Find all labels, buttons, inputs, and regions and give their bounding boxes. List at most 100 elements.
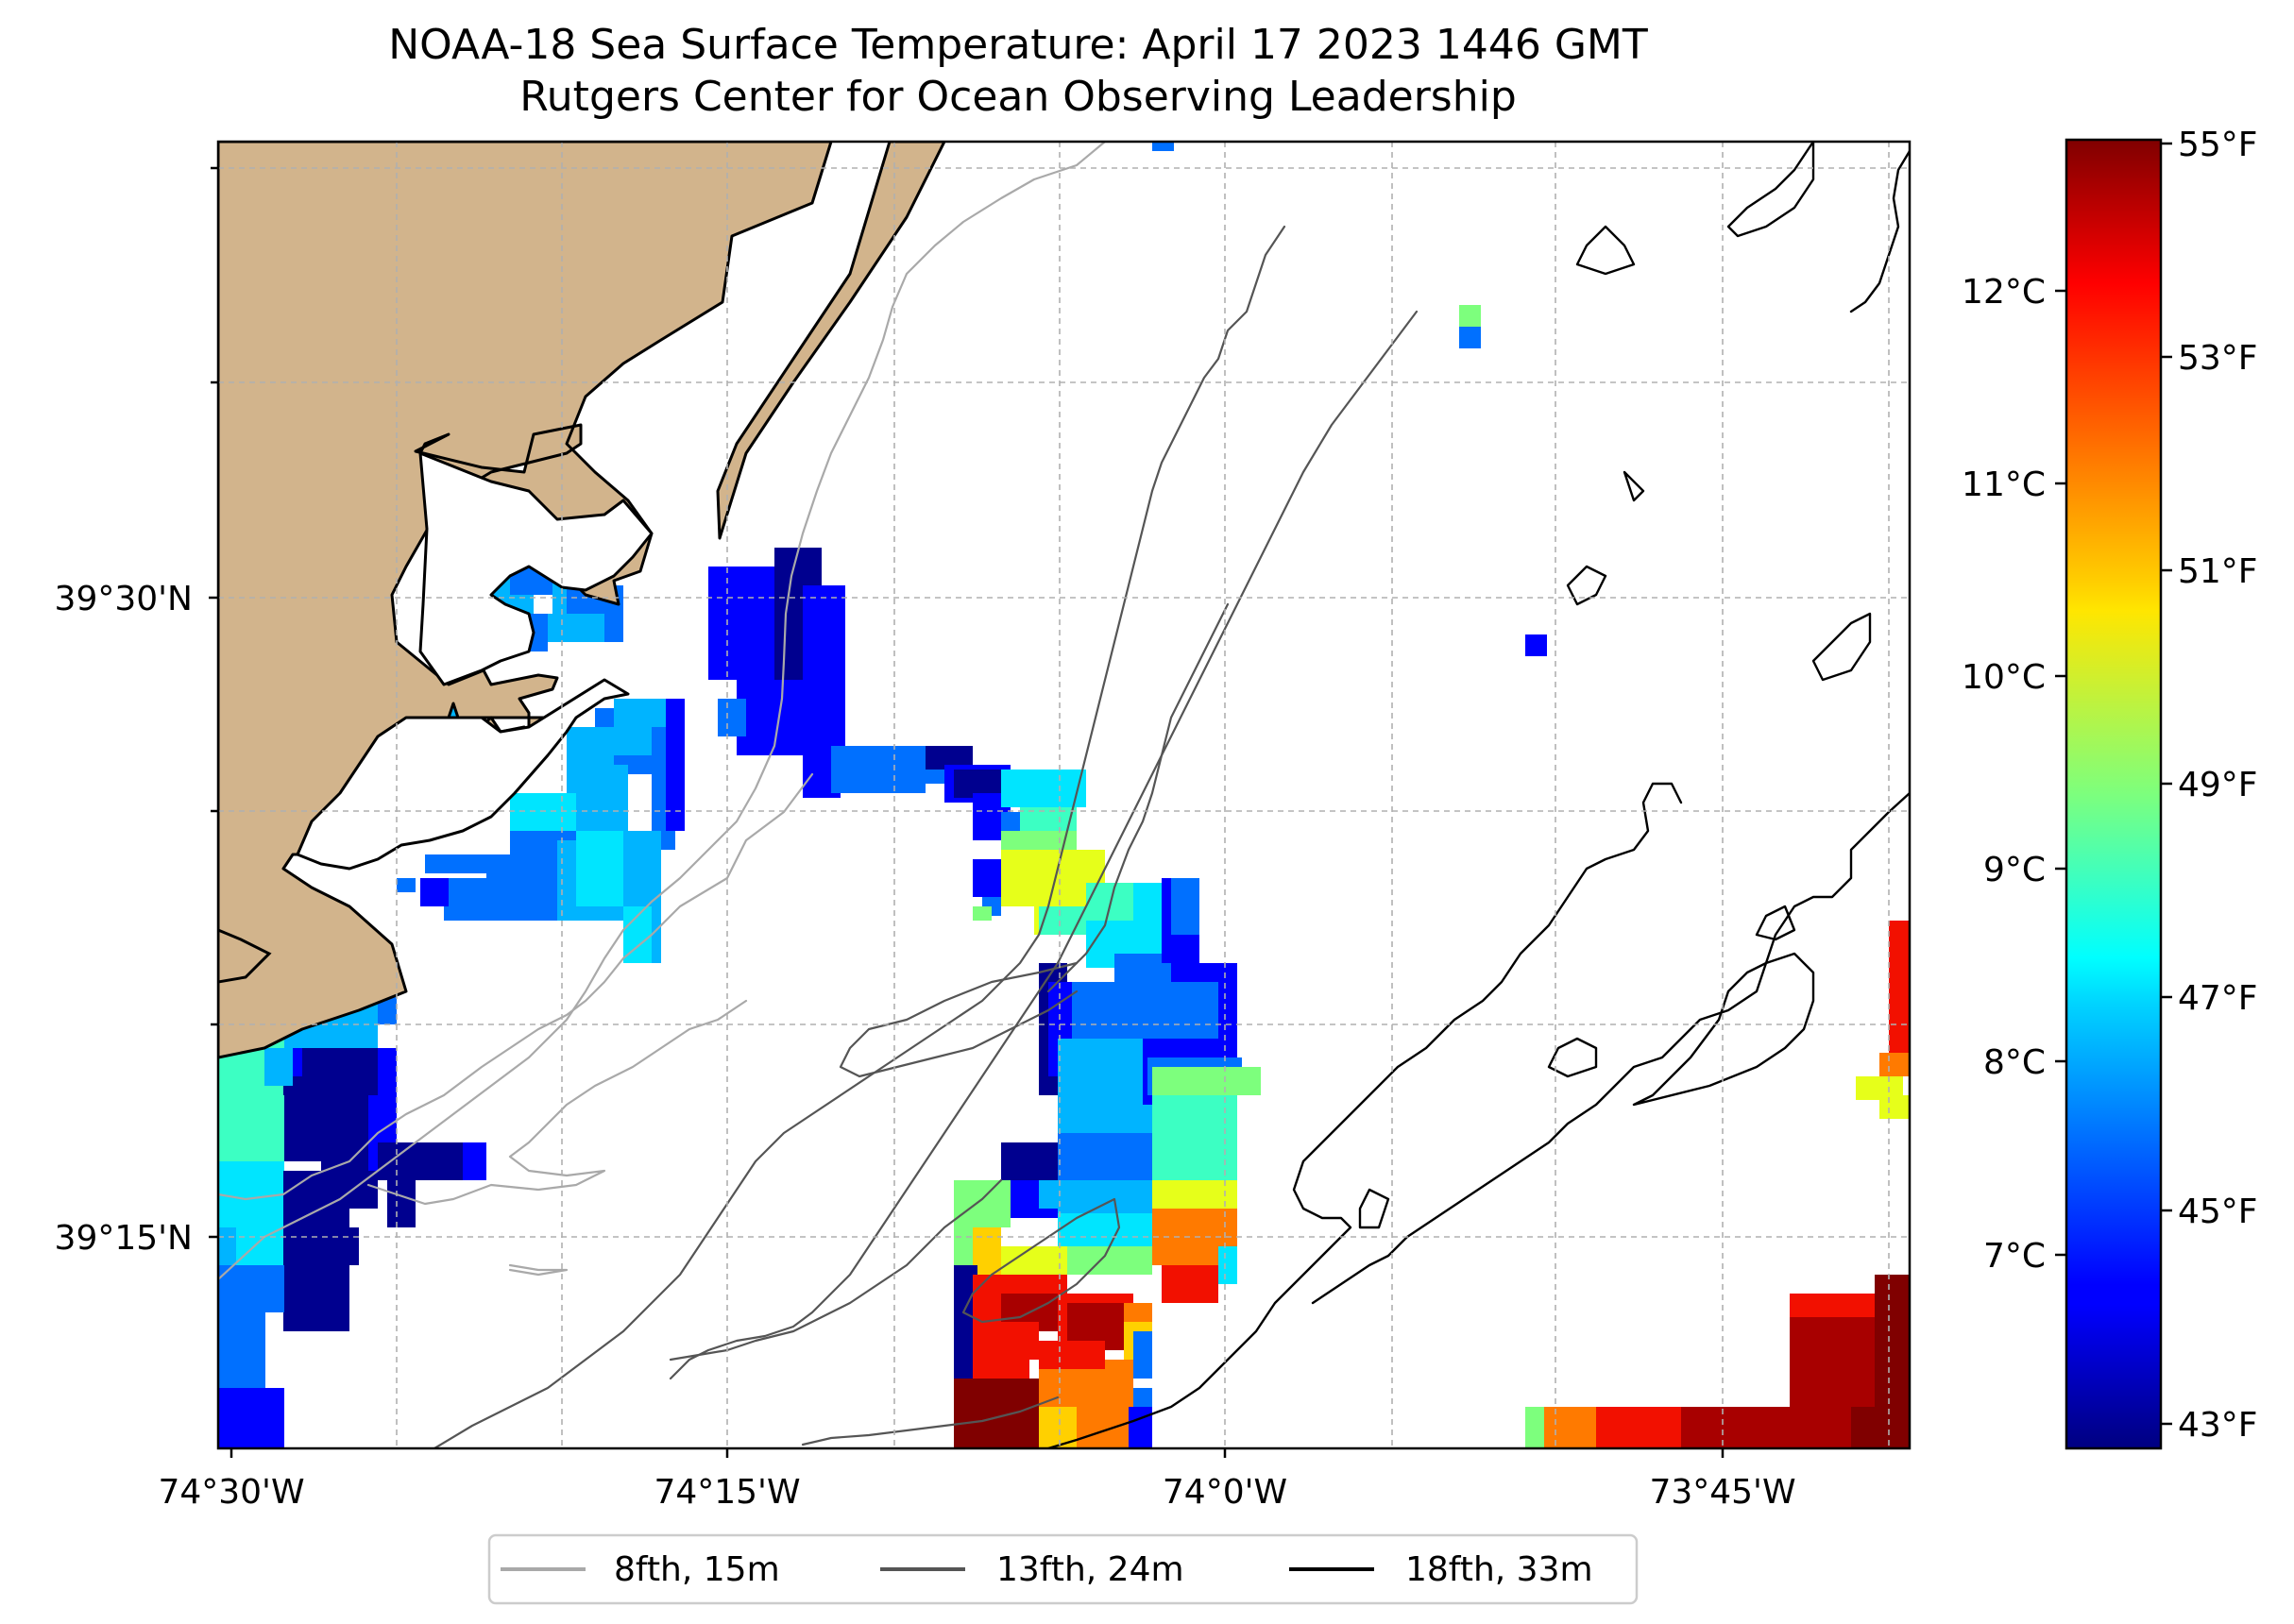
lon-label-74-0w: 74°0'W — [1163, 1473, 1287, 1512]
sst-pixel-blue — [1525, 634, 1547, 656]
sst-pixel-maroon — [954, 1379, 1039, 1448]
contour-13fth-g — [839, 961, 1079, 1078]
sst-pixel-cyan — [510, 793, 576, 831]
sst-pixel-orange — [1077, 1407, 1133, 1448]
bay-channel — [296, 678, 630, 871]
contour-18fth-j — [1623, 470, 1645, 502]
sst-pixel-blue — [708, 567, 760, 680]
sst-pixel-green — [1525, 1407, 1544, 1448]
sst-pixel-green — [1459, 305, 1481, 327]
sst-pixel-azure — [1152, 142, 1174, 151]
lat-label-39-15n: 39°15'N — [55, 1219, 193, 1258]
sst-pixel-maroon — [1875, 1360, 1910, 1407]
sst-pixel-blue — [420, 878, 449, 906]
cbar-c-11: 11°C — [1962, 465, 2046, 504]
sst-pixel-blue — [737, 680, 803, 755]
sst-pixel-blue — [218, 1388, 284, 1448]
contour-18fth-k — [1811, 612, 1872, 682]
sst-pixel-blue — [1129, 1407, 1152, 1448]
sst-pixel-sky — [264, 1048, 293, 1086]
sst-pixel-blue — [803, 585, 845, 765]
sst-pixel-sky — [1058, 1180, 1152, 1218]
cbar-c-7: 7°C — [1983, 1237, 2046, 1276]
sst-pixel-dark-red — [1766, 1407, 1851, 1448]
sst-pixel-yellow — [1152, 1180, 1237, 1209]
sst-pixel-cyan — [1001, 770, 1086, 807]
sst-pixel-blue — [973, 859, 1001, 897]
contour-18fth-d — [1575, 225, 1636, 276]
sst-pixel-red — [1162, 1265, 1218, 1303]
sst-pixel-dark-red — [1790, 1360, 1875, 1407]
map-panel — [218, 142, 1910, 1448]
legend-label-8fth: 8fth, 15m — [614, 1550, 780, 1589]
contour-18fth-e — [1726, 142, 1815, 238]
contour-13fth-f — [1046, 602, 1230, 993]
cbar-f-53: 53°F — [2178, 339, 2258, 378]
contour-18fth-b — [1311, 791, 1910, 1305]
bay-water — [418, 451, 654, 686]
contour-18fth-c — [1632, 952, 1815, 1107]
cbar-c-9: 9°C — [1983, 851, 2046, 889]
cbar-c-12: 12°C — [1962, 273, 2046, 312]
sst-pixel-green — [954, 1180, 1011, 1227]
sst-pixel-sky — [1058, 1039, 1152, 1133]
contour-13fth-d — [801, 1396, 1060, 1446]
cbar-c-10: 10°C — [1962, 658, 2046, 697]
sst-pixel-sky — [567, 727, 614, 765]
sst-pixel-orange — [1218, 1209, 1237, 1246]
cbar-f-51: 51°F — [2178, 552, 2258, 591]
contour-13fth — [433, 225, 1286, 1448]
sst-pixel-azure — [218, 1265, 284, 1312]
cbar-f-43: 43°F — [2178, 1406, 2258, 1445]
sst-pixel-azure — [1143, 982, 1218, 1010]
lat-label-39-30n: 39°30'N — [55, 580, 193, 618]
sst-pixel-azure — [1058, 1133, 1152, 1180]
cbar-f-45: 45°F — [2178, 1193, 2258, 1231]
sst-pixel-sky — [548, 614, 604, 642]
sst-pixel-green — [973, 906, 992, 921]
contour-18fth-h — [1358, 1188, 1390, 1229]
map-frame — [216, 140, 1912, 1450]
contour-13fth-c — [669, 1178, 1003, 1362]
contour-8fth-b — [218, 772, 814, 1201]
contour-18fth — [1046, 782, 1683, 1448]
sst-pixel-sky — [567, 765, 628, 831]
sst-pixel-red — [1889, 921, 1910, 949]
cbar-f-49: 49°F — [2178, 766, 2258, 804]
legend-label-13fth: 13fth, 24m — [996, 1550, 1184, 1589]
axis-ticks — [209, 166, 1725, 1458]
contour-13fth-b — [669, 310, 1419, 1380]
sst-pixel-aqua-green — [1152, 1133, 1237, 1180]
cbar-f-47: 47°F — [2178, 979, 2258, 1018]
sst-pixel-azure — [1171, 878, 1199, 935]
sst-pixel-dark-navy — [283, 1227, 359, 1265]
sst-pixel-orange — [1544, 1407, 1601, 1448]
sst-pixel-red — [1790, 1294, 1875, 1317]
sst-pixel-green — [1058, 1246, 1152, 1275]
contour-8fth-d — [508, 1263, 569, 1277]
lon-label-74-30w: 74°30'W — [158, 1473, 304, 1512]
sst-pixel-red — [982, 1322, 1039, 1360]
contour-8fth — [218, 142, 1107, 1281]
land-cape — [218, 928, 272, 984]
sst-pixel-red — [1889, 944, 1910, 991]
figure-title: NOAA-18 Sea Surface Temperature: April 1… — [388, 21, 1648, 69]
sst-pixel-aqua-green — [218, 1095, 284, 1161]
sst-pixel-orange — [1879, 1053, 1910, 1076]
lon-label-73-45w: 73°45'W — [1649, 1473, 1795, 1512]
sst-pixel-azure — [1459, 327, 1481, 348]
sst-pixel-yellow — [1039, 1246, 1067, 1275]
contour-8fth-c — [366, 999, 748, 1206]
colorbar-gradient — [2065, 138, 2163, 1450]
contour-legend: 8fth, 15m 13fth, 24m 18fth, 33m — [487, 1533, 1639, 1605]
sst-pixel-azure — [397, 878, 416, 892]
sst-pixel-cyan — [1058, 1213, 1152, 1246]
sst-pixel-red — [1596, 1407, 1681, 1448]
sst-pixel-yellow — [1879, 1095, 1910, 1119]
cbar-f-55: 55°F — [2178, 126, 2258, 164]
sst-pixel-cyan — [236, 1227, 283, 1265]
sst-pixel-blue — [463, 1142, 486, 1180]
map-gridlines — [218, 142, 1910, 1448]
sst-pixel-azure — [718, 699, 746, 736]
